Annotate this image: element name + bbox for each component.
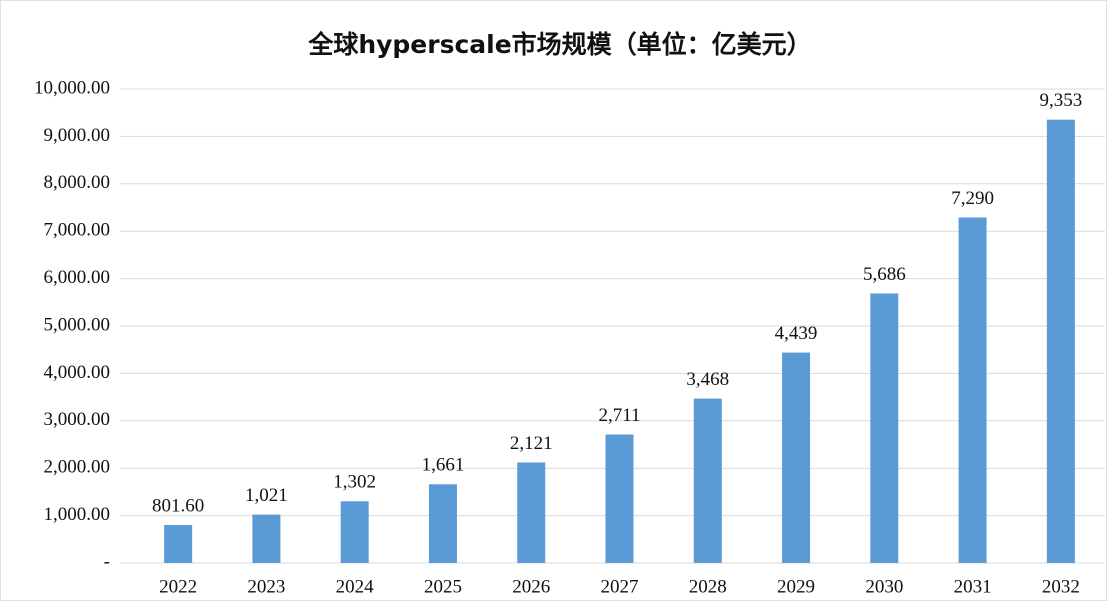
x-tick-label: 2032 [1042, 576, 1080, 597]
bar [252, 514, 281, 563]
data-label: 7,290 [951, 188, 994, 209]
x-tick-label: 2022 [159, 576, 197, 597]
y-tick-label: 4,000.00 [44, 362, 111, 383]
y-tick-label: 1,000.00 [44, 504, 111, 525]
x-tick-label: 2023 [247, 576, 285, 597]
bar [870, 293, 899, 563]
y-tick-label: 8,000.00 [44, 172, 111, 193]
data-label: 1,302 [333, 472, 376, 493]
bar [517, 462, 546, 563]
data-label: 1,661 [422, 455, 465, 476]
x-tick-label: 2028 [689, 576, 727, 597]
data-label: 3,468 [686, 369, 729, 390]
x-tick-label: 2029 [777, 576, 815, 597]
data-label: 2,711 [598, 405, 640, 426]
x-tick-label: 2026 [512, 576, 550, 597]
bar [693, 398, 722, 563]
x-tick-label: 2024 [336, 576, 375, 597]
bar [1046, 119, 1075, 564]
y-tick-label: 9,000.00 [44, 125, 111, 146]
y-tick-label: 10,000.00 [34, 77, 110, 98]
x-tick-label: 2025 [424, 576, 462, 597]
data-label: 1,021 [245, 485, 288, 506]
y-tick-label: 2,000.00 [44, 457, 111, 478]
bar [605, 434, 634, 563]
bar [428, 484, 457, 563]
x-tick-label: 2031 [954, 576, 992, 597]
y-tick-label: 3,000.00 [44, 409, 111, 430]
y-tick-label: 7,000.00 [44, 220, 111, 241]
chart-title: 全球hyperscale市场规模（单位：亿美元） [307, 30, 811, 59]
data-label: 5,686 [863, 264, 906, 285]
y-tick-label: 5,000.00 [44, 314, 111, 335]
data-label: 4,439 [775, 323, 818, 344]
data-label: 9,353 [1039, 90, 1082, 111]
y-tick-label: 6,000.00 [44, 267, 111, 288]
data-label: 2,121 [510, 433, 553, 454]
data-label: 801.60 [152, 495, 204, 516]
x-tick-label: 2027 [601, 576, 639, 597]
bar [164, 525, 193, 563]
y-tick-label: - [104, 551, 110, 572]
x-tick-label: 2030 [865, 576, 903, 597]
bar [340, 501, 369, 563]
bar [958, 217, 987, 564]
bar [782, 352, 811, 563]
